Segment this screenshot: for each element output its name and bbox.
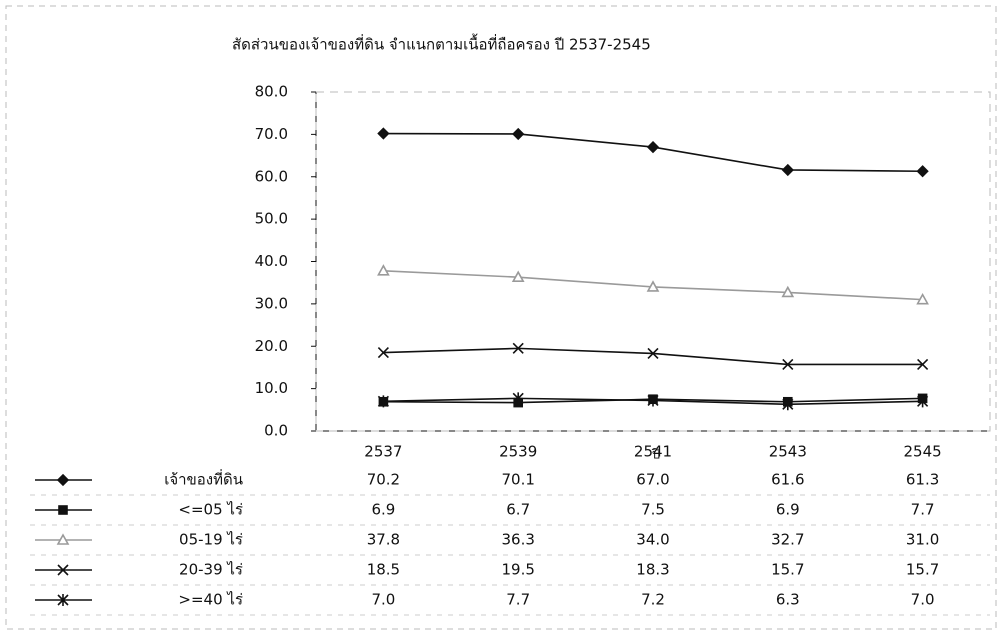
table-value: 6.9	[776, 501, 800, 519]
marker	[512, 392, 524, 405]
table-value: 7.5	[641, 501, 665, 519]
frame	[5, 5, 997, 630]
y-tick-label: 80.0	[255, 83, 288, 101]
table-value: 34.0	[636, 531, 669, 549]
y-tick-label: 30.0	[255, 294, 288, 312]
legend-label: 05-19 ไร่	[179, 531, 243, 549]
table-value: 19.5	[501, 561, 534, 579]
marker	[377, 395, 389, 408]
table-value: 18.5	[367, 561, 400, 579]
legend-marker	[58, 505, 68, 515]
table-value: 7.7	[506, 591, 530, 609]
x-tick-label: 2543	[769, 443, 807, 461]
table-value: 15.7	[771, 561, 804, 579]
marker	[511, 270, 525, 282]
y-tick-label: 40.0	[255, 252, 288, 270]
marker	[647, 347, 659, 360]
marker	[646, 140, 660, 154]
plot-border	[315, 91, 991, 432]
marker	[916, 165, 929, 178]
table-value: 32.7	[771, 531, 804, 549]
marker	[377, 127, 390, 140]
marker	[512, 342, 524, 354]
table-value: 61.3	[906, 471, 939, 489]
table-value: 70.2	[367, 471, 400, 489]
legend-label: 20-39 ไร่	[179, 561, 243, 579]
marker	[781, 163, 794, 177]
table-value: 7.7	[911, 501, 935, 519]
table-value: 6.7	[506, 501, 530, 519]
marker	[916, 292, 929, 305]
table-value: 36.3	[501, 531, 534, 549]
marker	[377, 264, 390, 276]
marker	[917, 358, 929, 371]
legend-marker	[57, 594, 69, 606]
table-value: 7.0	[371, 591, 395, 609]
marker	[782, 358, 794, 371]
x-tick-label: 2539	[499, 443, 537, 461]
table-value: 18.3	[636, 561, 669, 579]
y-tick-label: 20.0	[255, 337, 288, 355]
table-value: 31.0	[906, 531, 939, 549]
marker	[647, 394, 659, 407]
y-tick-label: 60.0	[255, 167, 288, 185]
legend-marker	[56, 473, 70, 487]
legend-label: เจ้าของที่ดิน	[164, 469, 243, 489]
marker	[377, 347, 389, 359]
marker	[782, 398, 794, 411]
x-axis-label: ปี	[651, 447, 660, 463]
table-value: 6.9	[371, 501, 395, 519]
marker	[646, 280, 660, 292]
y-tick-label: 10.0	[255, 379, 288, 397]
table-value: 15.7	[906, 561, 939, 579]
marker	[512, 127, 525, 141]
legend-label: <=05 ไร่	[178, 501, 243, 519]
marker	[781, 285, 795, 298]
series-line	[383, 347, 923, 366]
table-value: 61.6	[771, 471, 804, 489]
chart-title: สัดส่วนของเจ้าของที่ดิน จำแนกตามเนื้อที่…	[232, 34, 651, 54]
legend-marker	[56, 533, 70, 545]
table-value: 7.0	[911, 591, 935, 609]
table-value: 37.8	[367, 531, 400, 549]
x-tick-label: 2537	[364, 443, 402, 461]
table-value: 70.1	[501, 471, 534, 489]
legend-marker	[57, 564, 69, 576]
table-value: 67.0	[636, 471, 669, 489]
y-tick-label: 0.0	[264, 422, 288, 440]
x-tick-label: 2541	[634, 443, 672, 461]
y-tick-label: 70.0	[255, 125, 288, 143]
marker	[917, 395, 929, 408]
y-tick-label: 50.0	[255, 210, 288, 228]
table-value: 7.2	[641, 591, 665, 609]
x-tick-label: 2545	[904, 443, 942, 461]
legend-label: >=40 ไร่	[178, 591, 243, 609]
table-value: 6.3	[776, 591, 800, 609]
